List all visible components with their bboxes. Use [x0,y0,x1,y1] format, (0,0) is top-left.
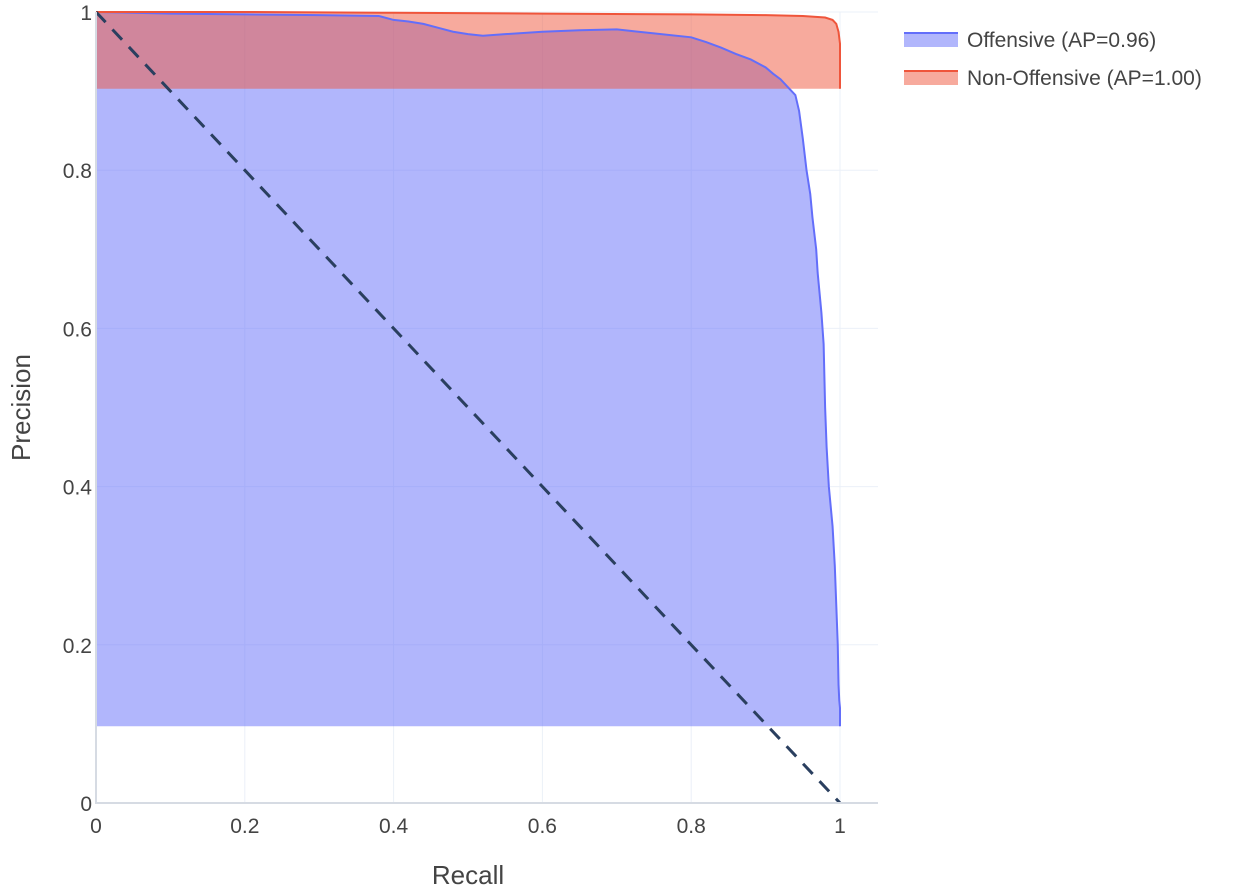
y-tick-label: 0.8 [63,160,92,183]
x-tick-label: 0.2 [230,815,259,838]
x-axis-title: Recall [432,860,504,890]
y-tick-label: 0.6 [63,318,92,341]
x-tick-label: 0.4 [379,815,409,838]
legend-entry-1[interactable]: Non-Offensive (AP=1.00) [904,67,1202,90]
y-tick-label: 0.4 [63,477,93,500]
y-tick-label: 0.2 [63,635,92,658]
legend-label: Offensive (AP=0.96) [967,29,1156,52]
series-fill-0 [96,12,840,727]
y-axis-title: Precision [6,354,36,461]
y-tick-label: 1 [80,2,92,25]
legend-swatch [904,33,958,47]
y-tick-label: 0 [80,793,92,816]
axes: 0 0.2 0.4 0.6 0.8 1 0 0.2 0.4 0.6 0.8 1 [63,2,878,838]
legend-label: Non-Offensive (AP=1.00) [967,67,1202,90]
x-tick-label: 0 [90,815,102,838]
legend-swatch [904,71,958,85]
reference-diagonal-line [94,10,842,805]
series-line-1 [96,11,841,89]
series-fill-1 [96,12,840,89]
series-fills [96,12,840,727]
x-tick-label: 0.6 [528,815,557,838]
series-line-0 [95,11,841,727]
x-tick-label: 0.8 [677,815,706,838]
legend-entry-0[interactable]: Offensive (AP=0.96) [904,29,1156,52]
x-tick-label: 1 [834,815,846,838]
series-lines [94,10,842,805]
legend: Offensive (AP=0.96) Non-Offensive (AP=1.0… [904,29,1202,90]
